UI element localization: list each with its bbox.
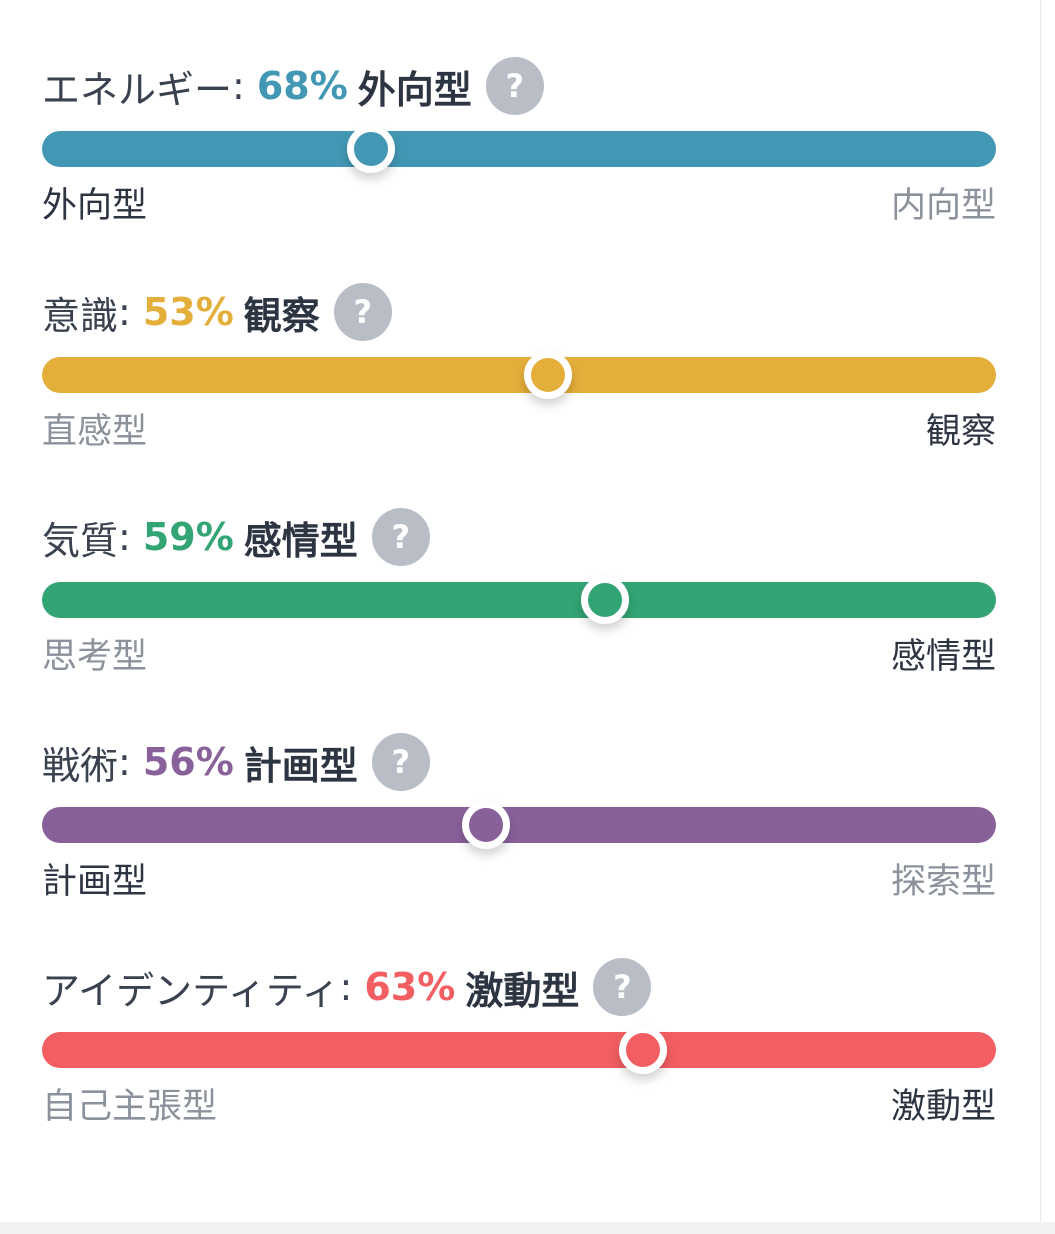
trait-right-label: 感情型 [890,637,996,677]
trait-energy: エネルギー : 68% 外向型 ? 外向型 内向型 [42,56,996,256]
question-icon[interactable]: ? [371,733,430,791]
trait-header: アイデンティティ : 63% 激動型 ? [42,957,652,1017]
trait-right-label: 探索型 [890,862,996,902]
trait-colon: : [339,965,353,1009]
trait-slider-knob[interactable] [619,1026,668,1074]
trait-right-label: 激動型 [890,1087,996,1127]
trait-name: 意識 [42,293,119,338]
trait-right-label: 観察 [925,412,996,452]
trait-name: 戦術 [42,743,119,788]
trait-percent: 53% [142,290,234,334]
trait-percent: 63% [364,965,456,1009]
trait-left-label: 計画型 [42,862,148,902]
trait-header: エネルギー : 68% 外向型 ? [42,56,544,116]
personality-traits-card: エネルギー : 68% 外向型 ? 外向型 内向型 意識 : 53% 観察 ? … [42,0,1041,1222]
trait-result: 外向型 [357,67,472,112]
trait-header: 意識 : 53% 観察 ? [42,282,392,342]
card-bottom-edge [0,1222,1055,1234]
trait-result: 観察 [243,293,320,338]
trait-result: 感情型 [243,518,358,563]
trait-left-label: 直感型 [42,412,148,452]
trait-header: 戦術 : 56% 計画型 ? [42,732,430,792]
trait-percent: 59% [142,515,234,559]
trait-colon: : [232,64,245,108]
trait-slider-track[interactable] [42,125,996,173]
trait-percent: 68% [256,64,348,108]
trait-right-label: 内向型 [890,186,996,226]
trait-colon: : [118,740,131,784]
trait-result: 計画型 [243,743,358,788]
trait-slider-knob[interactable] [461,801,510,849]
question-icon[interactable]: ? [371,508,430,566]
trait-left-label: 自己主張型 [42,1087,218,1127]
trait-name: 気質 [42,518,119,563]
trait-name: エネルギー [42,67,233,112]
trait-slider-track[interactable] [42,1026,996,1074]
trait-header: 気質 : 59% 感情型 ? [42,507,430,567]
trait-slider-track[interactable] [42,351,996,399]
trait-slider-knob[interactable] [347,125,396,173]
trait-left-label: 思考型 [42,637,148,677]
trait-colon: : [118,290,131,334]
trait-colon: : [118,515,131,559]
trait-slider-knob[interactable] [580,576,629,624]
question-icon[interactable]: ? [485,57,544,115]
trait-left-label: 外向型 [42,186,148,226]
trait-slider-knob[interactable] [523,351,572,399]
trait-mind: 意識 : 53% 観察 ? 直感型 観察 [42,282,996,482]
trait-slider-track[interactable] [42,576,996,624]
trait-name: アイデンティティ [42,968,340,1013]
trait-slider-track[interactable] [42,801,996,849]
question-icon[interactable]: ? [593,958,652,1016]
trait-identity: アイデンティティ : 63% 激動型 ? 自己主張型 激動型 [42,957,996,1157]
trait-percent: 56% [142,740,234,784]
question-icon[interactable]: ? [333,283,392,341]
trait-tactics: 戦術 : 56% 計画型 ? 計画型 探索型 [42,732,996,932]
trait-nature: 気質 : 59% 感情型 ? 思考型 感情型 [42,507,996,707]
trait-result: 激動型 [465,968,580,1013]
